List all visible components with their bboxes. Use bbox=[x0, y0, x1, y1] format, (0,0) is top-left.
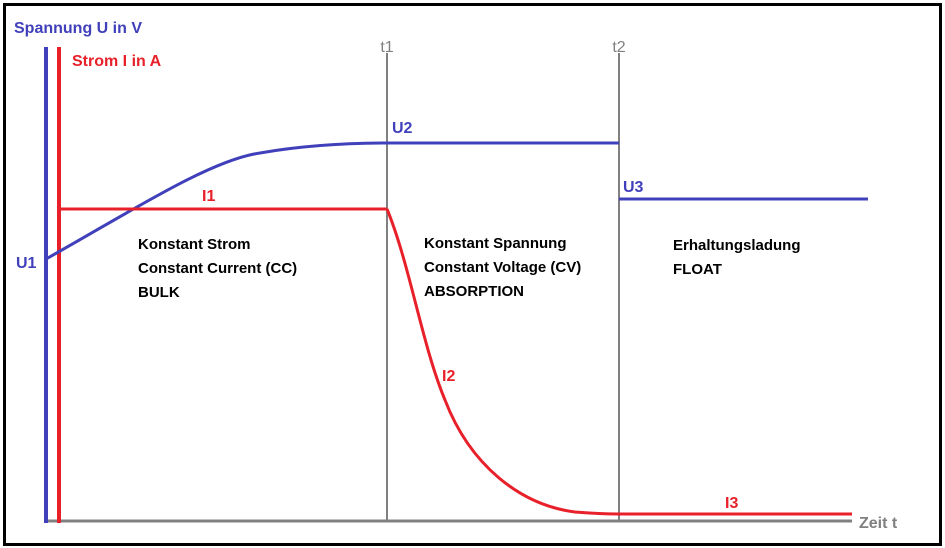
i1-label: I1 bbox=[202, 188, 215, 205]
bulk-phase-line3: BULK bbox=[138, 284, 180, 301]
current-curve-absorption bbox=[385, 208, 620, 516]
voltage-curve-bulk bbox=[45, 141, 388, 261]
t1-marker-label: t1 bbox=[380, 39, 393, 56]
bulk-phase-line2: Constant Current (CC) bbox=[138, 260, 297, 277]
absorption-phase-line2: Constant Voltage (CV) bbox=[424, 259, 581, 276]
absorption-phase-line3: ABSORPTION bbox=[424, 283, 524, 300]
float-phase-line2: FLOAT bbox=[673, 261, 722, 278]
u1-label: U1 bbox=[16, 255, 37, 272]
diagram-frame bbox=[3, 3, 942, 546]
time-axis-label: Zeit t bbox=[859, 515, 898, 532]
absorption-phase-line1: Konstant Spannung bbox=[424, 235, 567, 252]
u3-label: U3 bbox=[623, 179, 644, 196]
float-phase-line1: Erhaltungsladung bbox=[673, 237, 801, 254]
bulk-phase-line1: Konstant Strom bbox=[138, 236, 251, 253]
u2-label: U2 bbox=[392, 120, 413, 137]
i3-label: I3 bbox=[725, 495, 738, 512]
voltage-axis-label: Spannung U in V bbox=[14, 20, 142, 37]
i2-label: I2 bbox=[442, 368, 455, 385]
t2-marker-label: t2 bbox=[612, 39, 625, 56]
current-axis-label: Strom I in A bbox=[72, 53, 162, 70]
